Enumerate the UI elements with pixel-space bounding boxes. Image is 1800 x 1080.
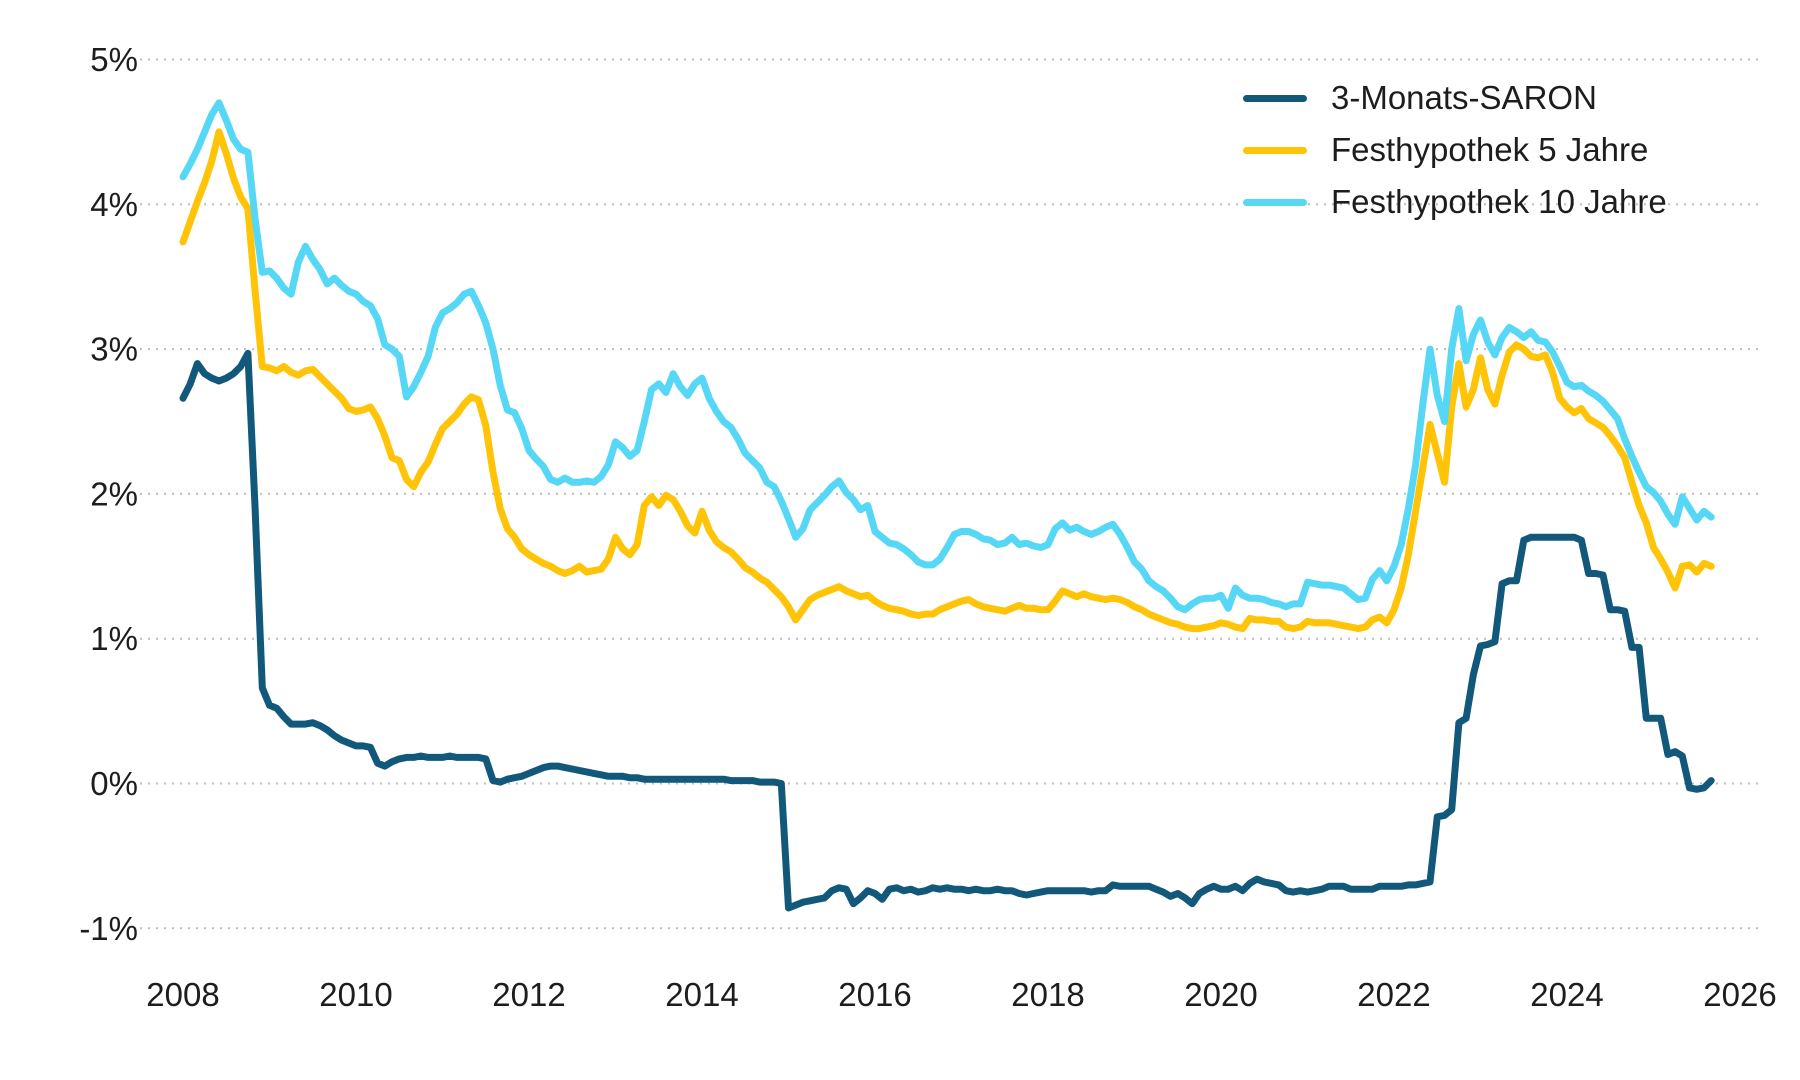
x-tick-label: 2026 bbox=[1703, 976, 1776, 1013]
y-tick-label: 1% bbox=[90, 620, 138, 657]
x-tick-label: 2014 bbox=[665, 976, 738, 1013]
x-tick-label: 2016 bbox=[838, 976, 911, 1013]
x-tick-label: 2012 bbox=[492, 976, 565, 1013]
x-tick-label: 2010 bbox=[319, 976, 392, 1013]
legend-item-fest5: Festhypothek 5 Jahre bbox=[1243, 124, 1667, 176]
y-tick-label: 0% bbox=[90, 765, 138, 802]
series-line-festhypothek-5-jahre bbox=[179, 128, 1715, 633]
y-tick-label: 4% bbox=[90, 186, 138, 223]
x-tick-label: 2024 bbox=[1530, 976, 1603, 1013]
y-tick-label: 3% bbox=[90, 331, 138, 368]
y-tick-label: 5% bbox=[90, 41, 138, 78]
series-line-3-monats-saron bbox=[179, 349, 1715, 912]
x-tick-label: 2020 bbox=[1184, 976, 1257, 1013]
x-tick-label: 2008 bbox=[146, 976, 219, 1013]
fest10-line-swatch-icon bbox=[1243, 198, 1307, 206]
x-tick-label: 2022 bbox=[1357, 976, 1430, 1013]
y-tick-label: -1% bbox=[79, 910, 138, 947]
y-tick-label: 2% bbox=[90, 475, 138, 512]
legend-item-saron: 3-Monats-SARON bbox=[1243, 72, 1667, 124]
legend-item-fest10: Festhypothek 10 Jahre bbox=[1243, 176, 1667, 228]
series-line-festhypothek-10-jahre bbox=[179, 99, 1715, 614]
legend-label-fest5: Festhypothek 5 Jahre bbox=[1331, 131, 1649, 168]
legend-label-fest10: Festhypothek 10 Jahre bbox=[1331, 183, 1667, 220]
saron-line-swatch-icon bbox=[1243, 94, 1307, 102]
legend: 3-Monats-SARON Festhypothek 5 Jahre Fest… bbox=[1243, 72, 1667, 228]
legend-label-saron: 3-Monats-SARON bbox=[1331, 79, 1597, 116]
fest5-line-swatch-icon bbox=[1243, 146, 1307, 154]
x-tick-label: 2018 bbox=[1011, 976, 1084, 1013]
